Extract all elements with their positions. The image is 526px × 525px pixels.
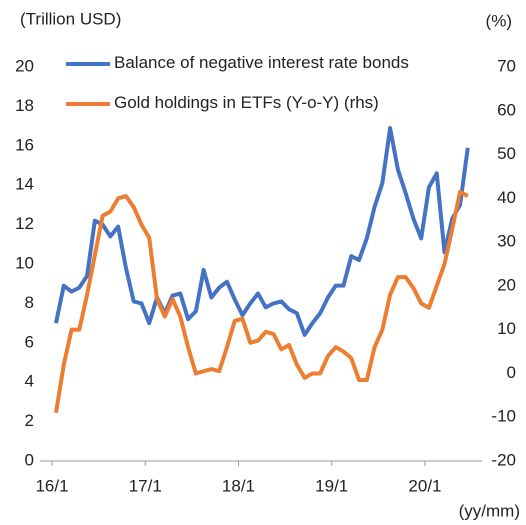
legend-label: Balance of negative interest rate bonds bbox=[114, 53, 409, 72]
x-axis-label: (yy/mm) bbox=[459, 501, 520, 520]
y-tick-label: 0 bbox=[25, 450, 34, 469]
y-tick-label: 6 bbox=[25, 332, 34, 351]
x-tick-label: 19/1 bbox=[315, 476, 348, 495]
y2-tick-label: 20 bbox=[497, 275, 516, 294]
y2-tick-label: 10 bbox=[497, 319, 516, 338]
y2-tick-label: 30 bbox=[497, 232, 516, 251]
x-tick-label: 16/1 bbox=[35, 476, 68, 495]
y-tick-label: 12 bbox=[15, 214, 34, 233]
y2-tick-label: -20 bbox=[491, 450, 516, 469]
data-line bbox=[54, 126, 470, 337]
x-tick-label: 18/1 bbox=[222, 476, 255, 495]
x-tick-label: 17/1 bbox=[129, 476, 162, 495]
y2-axis-label: (%) bbox=[486, 11, 512, 30]
y2-tick-label: 70 bbox=[497, 56, 516, 75]
y-tick-label: 16 bbox=[15, 135, 34, 154]
y-tick-label: 18 bbox=[15, 96, 34, 115]
y2-tick-label: 0 bbox=[507, 363, 516, 382]
y-axis-label: (Trillion USD) bbox=[20, 9, 121, 28]
y-tick-label: 20 bbox=[15, 56, 34, 75]
y-tick-label: 2 bbox=[25, 411, 34, 430]
y2-tick-label: 60 bbox=[497, 100, 516, 119]
y-tick-label: 10 bbox=[15, 253, 34, 272]
data-line bbox=[54, 189, 469, 414]
legend-label: Gold holdings in ETFs (Y-o-Y) (rhs) bbox=[114, 93, 379, 112]
y2-tick-label: 50 bbox=[497, 144, 516, 163]
y-tick-label: 14 bbox=[15, 175, 34, 194]
y-tick-label: 4 bbox=[25, 372, 34, 391]
y2-tick-label: -10 bbox=[491, 407, 516, 426]
y-tick-label: 8 bbox=[25, 293, 34, 312]
y2-tick-label: 40 bbox=[497, 188, 516, 207]
x-tick-label: 20/1 bbox=[408, 476, 441, 495]
